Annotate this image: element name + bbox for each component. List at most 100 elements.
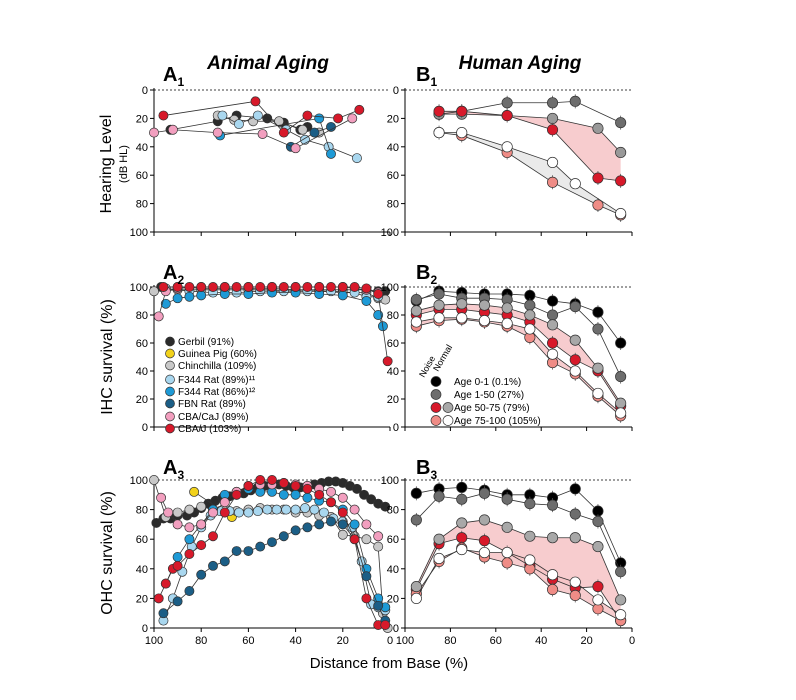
data-point <box>314 519 325 530</box>
data-point <box>361 571 372 582</box>
data-point <box>302 522 313 533</box>
y-tick-label: 40 <box>387 564 399 576</box>
data-point <box>615 566 627 578</box>
data-point <box>546 112 559 124</box>
data-point <box>208 531 218 542</box>
data-point <box>278 282 289 292</box>
series-age-75-100-normal <box>410 544 627 621</box>
data-point <box>456 105 468 117</box>
data-point <box>208 282 218 292</box>
data-point <box>172 293 183 304</box>
data-point <box>615 594 627 606</box>
data-point <box>257 129 268 139</box>
series-line <box>416 318 621 417</box>
series-line <box>415 519 622 601</box>
data-point <box>410 305 422 317</box>
data-point <box>172 282 183 292</box>
data-point <box>478 514 490 526</box>
data-point <box>196 282 207 292</box>
data-point <box>167 124 178 135</box>
svg-text:A1: A1 <box>163 64 184 89</box>
data-point <box>234 507 244 518</box>
data-point <box>501 97 513 109</box>
legend-item-gerbil-91: Gerbil (91%) <box>165 336 234 348</box>
data-point <box>153 311 164 322</box>
panel-b1: 0 20 40 60 80 100 <box>381 85 633 239</box>
data-point <box>501 546 513 559</box>
series-age-75-100-normal <box>410 312 627 419</box>
data-point <box>255 475 266 485</box>
y-tick-label: 0 <box>142 623 148 635</box>
data-point <box>380 620 391 630</box>
column-title-human: Human Aging <box>459 53 582 74</box>
series-age-50-75-noise <box>410 298 627 409</box>
data-point <box>219 497 230 508</box>
y-label-hearing-level: Hearing Level <box>98 115 115 214</box>
data-point <box>196 540 207 551</box>
legend-marker <box>165 398 175 409</box>
series-line <box>416 303 621 404</box>
data-point <box>546 583 559 596</box>
panel-label-a3: A3 <box>163 457 184 482</box>
data-point <box>153 593 164 604</box>
data-point <box>267 282 277 292</box>
series-line <box>416 290 621 344</box>
data-point <box>262 504 273 515</box>
data-point <box>569 178 581 190</box>
legend-label: Age 0-1 (0.1%) <box>454 377 521 388</box>
shaded-band <box>439 111 621 181</box>
svg-text:B1: B1 <box>416 64 437 89</box>
series-line <box>416 293 622 377</box>
data-point <box>347 113 358 124</box>
x-tick-label: 20 <box>580 635 592 647</box>
data-point <box>373 289 384 299</box>
legend-marker <box>430 402 442 413</box>
legend-item-guinea-pig-60: Guinea Pig (60%) <box>165 348 257 360</box>
y-tick-label: 60 <box>136 170 148 182</box>
legend-marker <box>165 336 175 347</box>
y-tick-label: 80 <box>387 199 399 211</box>
x-tick-label: 80 <box>444 635 456 647</box>
data-point <box>158 110 169 121</box>
data-point <box>149 475 159 485</box>
x-tick-label: 60 <box>490 635 502 647</box>
shaded-band <box>416 519 621 621</box>
data-point <box>349 519 360 530</box>
legend-marker <box>430 389 442 400</box>
legend-item-cba-caj-89: CBA/CaJ (89%) <box>165 411 249 423</box>
series-age-50-75-noise <box>410 514 627 606</box>
legend-marker <box>165 386 175 397</box>
data-point <box>278 478 289 488</box>
data-point <box>524 498 536 510</box>
data-point <box>149 127 159 138</box>
legend-marker <box>430 376 442 387</box>
data-point <box>309 504 320 515</box>
series-line <box>415 537 621 621</box>
y-tick-label: 20 <box>387 113 399 125</box>
legend-item-age-0-1-0-1: Age 0-1 (0.1%) <box>430 376 521 388</box>
data-point <box>184 586 195 596</box>
data-point <box>337 290 348 301</box>
data-point <box>352 153 362 164</box>
panel-b3: 0 20 40 60 80 100 100 80 60 40 20 0 <box>381 475 635 647</box>
y-label-ohc: OHC survival (%) <box>99 491 116 615</box>
data-point <box>243 282 254 292</box>
data-point <box>184 549 195 559</box>
data-point <box>433 105 445 117</box>
svg-text:A2: A2 <box>163 262 184 287</box>
data-point <box>410 294 422 306</box>
y-tick-label: 40 <box>387 366 399 378</box>
data-point <box>524 309 536 321</box>
data-point <box>149 286 159 297</box>
data-point <box>546 124 559 136</box>
data-point <box>290 489 301 500</box>
y-tick-label: 20 <box>136 113 148 125</box>
data-point <box>478 546 490 559</box>
data-point <box>373 531 384 542</box>
data-point <box>314 113 325 124</box>
y-tick-label: 40 <box>387 142 399 154</box>
data-point <box>410 316 422 328</box>
data-point <box>314 489 325 500</box>
data-point <box>569 334 581 346</box>
